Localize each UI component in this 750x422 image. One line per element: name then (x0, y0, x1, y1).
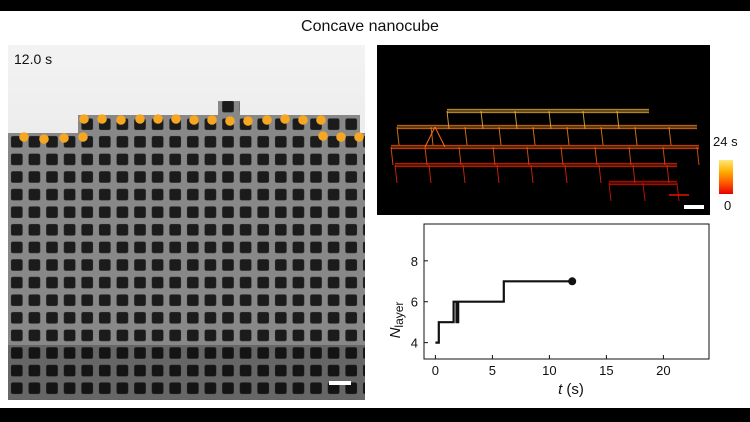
trajectory-line (662, 146, 666, 166)
trajectory-line (458, 146, 462, 166)
surface-dot (336, 132, 346, 142)
svg-text:Nlayer: Nlayer (387, 302, 406, 339)
trajectory-line (598, 164, 602, 184)
trajectory-line (446, 110, 450, 130)
micrograph-image (8, 45, 365, 400)
x-tick-label: 5 (489, 363, 496, 378)
trajectory-line (532, 126, 536, 146)
trajectory-line (666, 164, 670, 184)
series-line (435, 280, 573, 344)
trajectory-line (628, 146, 632, 166)
layer-count-chart: Nlayer t (s) 0 5 10 15 20 4 6 8 (376, 222, 716, 402)
trajectory-line (632, 164, 636, 184)
x-axis-label: t (s) (558, 381, 584, 398)
trajectory-line (390, 146, 394, 166)
surface-dot (262, 115, 272, 125)
trajectory-panel (377, 45, 710, 215)
trajectory-line (616, 110, 620, 130)
plot-frame (423, 223, 710, 360)
surface-dot (280, 114, 290, 124)
y-tick-label: 8 (411, 254, 418, 269)
surface-dot (153, 114, 163, 124)
chart-svg: Nlayer t (s) 0 5 10 15 20 4 6 8 (387, 223, 710, 398)
trajectory-line (434, 126, 446, 148)
micrograph-panel: 12.0 s (8, 45, 365, 400)
x-tick-label: 10 (542, 363, 556, 378)
trajectory-line (530, 164, 534, 184)
scale-bar (329, 381, 351, 385)
y-tick-label: 4 (411, 336, 418, 351)
trajectory-line (396, 126, 400, 146)
y-tick-label: 6 (411, 295, 418, 310)
surface-dot (78, 132, 88, 142)
trajectory-line (424, 126, 436, 148)
surface-dot (316, 115, 326, 125)
trajectory-line (600, 126, 604, 146)
trajectory-line (514, 110, 518, 130)
surface-dot (243, 116, 253, 126)
surface-dot (207, 115, 217, 125)
surface-dot (135, 114, 145, 124)
surface-dot (79, 114, 89, 124)
trajectory-line (594, 146, 598, 166)
trajectory-line (492, 146, 496, 166)
colorbar-max-label: 24 s (713, 134, 738, 149)
trajectory-line (668, 126, 672, 146)
x-tick-label: 20 (656, 363, 670, 378)
surface-dot (19, 132, 29, 142)
trajectory-line (608, 182, 612, 202)
trajectory-line (498, 126, 502, 146)
x-tick-label: 0 (432, 363, 439, 378)
time-stamp: 12.0 s (14, 51, 53, 67)
surface-dot (225, 116, 235, 126)
trajectory-line (526, 146, 530, 166)
trajectory-line (424, 146, 428, 166)
y-axis-label: Nlayer (387, 302, 406, 339)
surface-dot (318, 131, 328, 141)
trajectory-line (462, 164, 466, 184)
trajectory-image (390, 108, 704, 209)
trajectory-line (634, 126, 638, 146)
trajectory-line (582, 110, 586, 130)
trajectory-line (496, 164, 500, 184)
trajectory-line (560, 146, 564, 166)
trajectory-line (430, 126, 434, 146)
series-end-point (568, 277, 577, 286)
colorbar (719, 160, 733, 194)
x-tick-label: 15 (599, 363, 613, 378)
surface-dot (298, 115, 308, 125)
trajectory-line (696, 146, 700, 166)
surface-dot (189, 115, 199, 125)
surface-dot (59, 133, 69, 143)
trajectory-line (642, 182, 646, 202)
colorbar-min-label: 0 (724, 198, 732, 213)
nanocube-lattice (8, 101, 365, 400)
surface-dot (354, 132, 364, 142)
trajectory-line (548, 110, 552, 130)
trajectory-line (480, 110, 484, 130)
surface-dot (97, 114, 107, 124)
surface-dot (116, 115, 126, 125)
trajectory-line (676, 182, 680, 202)
figure-title: Concave nanocube (301, 18, 439, 35)
trajectory-line (394, 164, 398, 184)
scale-bar (684, 205, 704, 209)
surface-dot (39, 134, 49, 144)
trajectory-line (566, 126, 570, 146)
trajectory-line (428, 164, 432, 184)
trajectory-line (564, 164, 568, 184)
trajectory-line (464, 126, 468, 146)
surface-dot (171, 114, 181, 124)
